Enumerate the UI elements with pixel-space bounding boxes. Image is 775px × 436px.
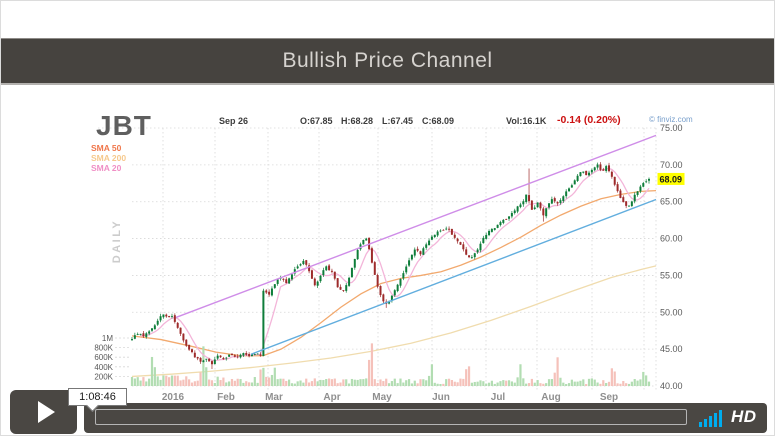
volume-readout: Vol:16.1K [506, 116, 547, 126]
sma-legend: SMA 50 SMA 200 SMA 20 [91, 143, 126, 173]
svg-text:Jul: Jul [491, 392, 506, 403]
volume-bars-icon[interactable] [699, 408, 725, 427]
volume-layer [130, 343, 651, 386]
ticker-symbol: JBT [96, 110, 152, 141]
video-title: Bullish Price Channel [282, 49, 493, 72]
svg-text:70.00: 70.00 [660, 160, 683, 170]
svg-text:Jun: Jun [432, 392, 450, 403]
seek-progress-bar[interactable] [95, 409, 687, 425]
candles-layer [131, 162, 650, 370]
time-tooltip-label: 1:08:46 [79, 391, 116, 403]
svg-text:1M: 1M [102, 334, 113, 343]
svg-text:Aug: Aug [541, 392, 560, 403]
last-price-tag: 68.09 [657, 172, 685, 185]
ohlc-high: H:68.28 [341, 116, 374, 126]
svg-text:65.00: 65.00 [660, 197, 683, 207]
svg-text:60.00: 60.00 [660, 234, 683, 244]
player-control-bar: HD [84, 403, 767, 433]
chart-date: Sep 26 [219, 116, 249, 126]
time-tooltip: 1:08:46 [68, 388, 127, 412]
svg-text:Mar: Mar [265, 392, 283, 403]
daily-timeframe-watermark: DAILY [111, 218, 123, 264]
svg-text:May: May [372, 392, 392, 403]
finviz-source-link[interactable]: © finviz.com [649, 115, 693, 124]
legend-sma50: SMA 50 [91, 143, 122, 153]
video-title-bar: Bullish Price Channel [1, 38, 774, 85]
svg-text:50.00: 50.00 [660, 307, 683, 317]
svg-text:40.00: 40.00 [660, 381, 683, 391]
svg-text:75.00: 75.00 [660, 123, 683, 133]
ohlc-close: C:68.09 [422, 116, 455, 126]
sma50-line [131, 190, 657, 357]
svg-text:600K: 600K [94, 353, 113, 362]
legend-sma20: SMA 20 [91, 163, 122, 173]
channel-upper-line [175, 134, 657, 319]
svg-text:Feb: Feb [217, 392, 235, 403]
svg-text:2016: 2016 [162, 392, 185, 403]
channel-lower-line [250, 198, 657, 355]
svg-text:55.00: 55.00 [660, 270, 683, 280]
legend-sma200: SMA 200 [91, 153, 127, 163]
svg-text:Apr: Apr [323, 392, 340, 403]
play-button[interactable] [10, 390, 77, 434]
svg-text:45.00: 45.00 [660, 344, 683, 354]
sma20-line [140, 167, 650, 362]
play-icon [37, 401, 55, 423]
svg-text:200K: 200K [94, 372, 113, 381]
sma200-line [131, 265, 657, 378]
svg-text:Sep: Sep [600, 392, 618, 403]
price-change: -0.14 (0.20%) [557, 114, 621, 126]
ohlc-open: O:67.85 [300, 116, 333, 126]
hd-quality-badge[interactable]: HD [731, 407, 757, 426]
svg-text:68.09: 68.09 [660, 174, 683, 184]
ohlc-low: L:67.45 [382, 116, 414, 126]
axis-labels: 75.00 70.00 65.00 60.00 55.00 50.00 45.00 40.00… [94, 123, 682, 403]
svg-text:800K: 800K [94, 344, 113, 353]
svg-text:400K: 400K [94, 363, 113, 372]
